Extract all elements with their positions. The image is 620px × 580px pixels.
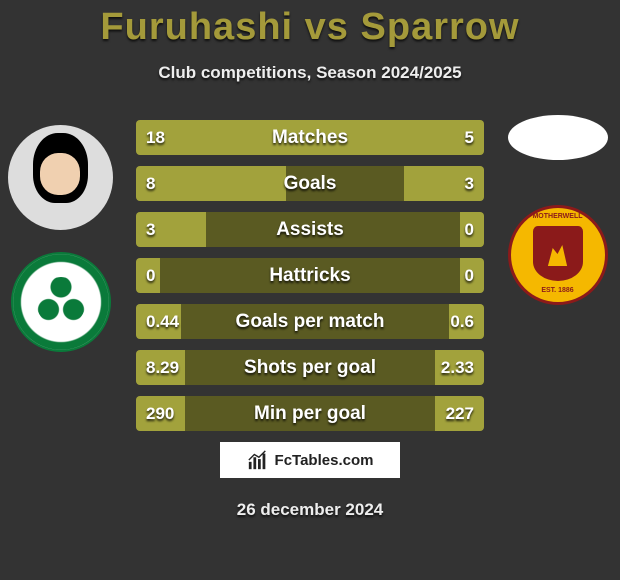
barchart-icon <box>247 449 269 471</box>
stat-left-value: 0 <box>146 266 155 286</box>
stat-row-goals: 83Goals <box>136 166 484 201</box>
player2-avatar-placeholder <box>508 115 608 160</box>
title-vs: vs <box>305 6 349 48</box>
right-player-column: MOTHERWELL EST. 1886 <box>505 115 610 305</box>
stat-label: Hattricks <box>136 265 484 287</box>
title-player2: Sparrow <box>361 6 520 48</box>
stat-row-shots-per-goal: 8.29 2.33Shots per goal <box>136 350 484 385</box>
stat-right-value: 2.33 <box>441 358 474 378</box>
player1-avatar <box>8 125 113 230</box>
stat-left-value: 0.44 <box>146 312 179 332</box>
page-title: Furuhashi vs Sparrow <box>0 0 620 49</box>
stat-right-value: 0.6 <box>450 312 474 332</box>
stat-right-value: 227 <box>446 404 474 424</box>
stat-label: Min per goal <box>136 403 484 425</box>
stat-row-min-per-goal: 290 227Min per goal <box>136 396 484 431</box>
stat-row-hattricks: 0 0Hattricks <box>136 258 484 293</box>
bar-right-fill <box>310 120 484 155</box>
stat-left-value: 3 <box>146 220 155 240</box>
date-text: 26 december 2024 <box>0 500 620 520</box>
stats-bars: 185Matches83Goals30Assists00Hattricks0.4… <box>136 120 484 442</box>
stat-row-assists: 30Assists <box>136 212 484 247</box>
stat-right-value: 5 <box>465 128 474 148</box>
stat-row-matches: 185Matches <box>136 120 484 155</box>
stat-right-value: 0 <box>465 220 474 240</box>
player2-club-crest: MOTHERWELL EST. 1886 <box>508 205 608 305</box>
branding-text: FcTables.com <box>275 452 374 469</box>
branding-badge: FcTables.com <box>220 442 400 478</box>
stat-row-goals-per-match: 0.44 0.6Goals per match <box>136 304 484 339</box>
stat-right-value: 3 <box>465 174 474 194</box>
stat-label: Goals per match <box>136 311 484 333</box>
left-player-column <box>8 125 113 352</box>
stat-label: Shots per goal <box>136 357 484 379</box>
subtitle: Club competitions, Season 2024/2025 <box>0 63 620 83</box>
player1-club-crest <box>11 252 111 352</box>
stat-right-value: 0 <box>465 266 474 286</box>
stat-left-value: 290 <box>146 404 174 424</box>
stat-left-value: 8.29 <box>146 358 179 378</box>
stat-left-value: 18 <box>146 128 165 148</box>
title-player1: Furuhashi <box>100 6 293 48</box>
bar-left-fill <box>136 166 286 201</box>
stat-left-value: 8 <box>146 174 155 194</box>
